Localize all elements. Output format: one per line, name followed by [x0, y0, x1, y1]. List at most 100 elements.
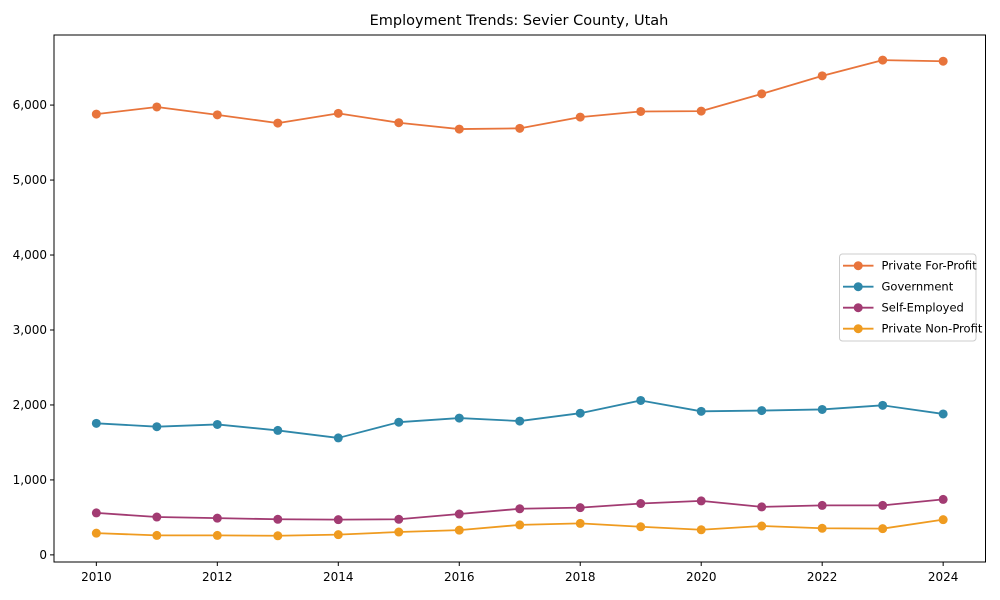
data-point-self-employed-2015 [394, 514, 404, 524]
data-point-government-2024 [938, 409, 948, 419]
data-point-self-employed-2016 [454, 509, 464, 519]
data-point-government-2014 [333, 433, 343, 443]
data-point-government-2011 [152, 422, 162, 432]
data-point-private-for-profit-2012 [212, 110, 222, 120]
data-point-government-2017 [515, 416, 525, 426]
data-point-government-2016 [454, 413, 464, 423]
legend-label: Private Non-Profit [882, 322, 983, 336]
data-point-government-2018 [575, 408, 585, 418]
data-point-self-employed-2012 [212, 513, 222, 523]
x-tick-label: 2014 [323, 570, 354, 584]
data-point-government-2015 [394, 417, 404, 427]
data-point-private-for-profit-2016 [454, 124, 464, 134]
data-point-private-for-profit-2018 [575, 112, 585, 122]
series-self-employed [91, 494, 948, 525]
data-point-self-employed-2013 [273, 514, 283, 524]
data-point-private-for-profit-2017 [515, 123, 525, 133]
plot-border [53, 34, 986, 563]
data-point-self-employed-2014 [333, 515, 343, 525]
legend-marker-self-employed-icon [853, 303, 863, 313]
legend-entry-government: Government [843, 280, 954, 294]
series-line-private-for-profit [96, 59, 944, 130]
data-point-private-for-profit-2011 [152, 102, 162, 112]
legend-marker-private-for-profit-icon [853, 261, 863, 271]
legend-entry-self-employed: Self-Employed [843, 301, 964, 315]
y-tick-label: 6,000 [13, 98, 47, 112]
data-point-private-non-profit-2024 [938, 515, 948, 525]
data-point-self-employed-2018 [575, 503, 585, 513]
legend-entry-private-non-profit: Private Non-Profit [843, 322, 983, 336]
y-tick-label: 0 [39, 548, 47, 562]
data-point-private-non-profit-2017 [515, 520, 525, 530]
data-point-private-for-profit-2010 [91, 109, 101, 119]
y-tick-label: 5,000 [13, 173, 47, 187]
legend-marker-private-non-profit-icon [853, 324, 863, 334]
chart-title: Employment Trends: Sevier County, Utah [370, 13, 669, 29]
series-government [91, 395, 948, 443]
series-private-for-profit [91, 55, 948, 134]
data-point-government-2012 [212, 419, 222, 429]
data-point-government-2023 [878, 400, 888, 410]
data-point-government-2019 [636, 395, 646, 405]
data-point-private-non-profit-2013 [273, 531, 283, 541]
data-point-private-for-profit-2022 [817, 71, 827, 81]
data-point-private-non-profit-2010 [91, 528, 101, 538]
data-point-self-employed-2022 [817, 500, 827, 510]
x-tick-label: 2016 [444, 570, 475, 584]
data-point-private-non-profit-2011 [152, 530, 162, 540]
data-point-government-2020 [696, 406, 706, 416]
data-point-private-non-profit-2020 [696, 525, 706, 535]
x-tick-label: 2018 [565, 570, 596, 584]
data-point-private-for-profit-2020 [696, 106, 706, 116]
legend-label: Self-Employed [882, 301, 964, 315]
data-point-private-for-profit-2023 [878, 55, 888, 65]
x-tick-label: 2024 [928, 570, 959, 584]
data-point-government-2010 [91, 418, 101, 428]
data-point-private-non-profit-2014 [333, 530, 343, 540]
data-point-self-employed-2011 [152, 512, 162, 522]
y-tick-label: 3,000 [13, 323, 47, 337]
data-point-private-non-profit-2018 [575, 518, 585, 528]
data-point-private-for-profit-2024 [938, 56, 948, 66]
data-point-private-non-profit-2022 [817, 523, 827, 533]
series-private-non-profit [91, 515, 948, 541]
data-point-self-employed-2010 [91, 508, 101, 518]
legend-label: Private For-Profit [882, 259, 978, 273]
y-tick-label: 4,000 [13, 248, 47, 262]
data-point-government-2021 [757, 406, 767, 416]
data-point-private-for-profit-2014 [333, 108, 343, 118]
data-point-private-non-profit-2016 [454, 525, 464, 535]
x-tick-label: 2010 [81, 570, 112, 584]
data-point-government-2013 [273, 425, 283, 435]
data-point-private-for-profit-2019 [636, 106, 646, 116]
data-point-private-non-profit-2012 [212, 530, 222, 540]
y-tick-label: 2,000 [13, 398, 47, 412]
data-point-private-for-profit-2021 [757, 89, 767, 99]
data-point-private-for-profit-2015 [394, 118, 404, 128]
data-point-self-employed-2017 [515, 504, 525, 514]
data-point-self-employed-2019 [636, 499, 646, 509]
data-point-self-employed-2023 [878, 500, 888, 510]
data-point-private-for-profit-2013 [273, 118, 283, 128]
data-point-self-employed-2020 [696, 496, 706, 506]
data-point-self-employed-2024 [938, 494, 948, 504]
legend-label: Government [882, 280, 954, 294]
x-tick-label: 2012 [202, 570, 233, 584]
legend-marker-government-icon [853, 282, 863, 292]
data-point-self-employed-2021 [757, 502, 767, 512]
y-tick-label: 1,000 [13, 473, 47, 487]
data-point-private-non-profit-2023 [878, 524, 888, 534]
x-tick-label: 2020 [686, 570, 717, 584]
data-point-private-non-profit-2021 [757, 521, 767, 531]
data-point-private-non-profit-2015 [394, 527, 404, 537]
axes: 0 1,000 2,000 3,000 4,000 5,000 6,000 2010 2012 2… [13, 98, 959, 584]
data-point-private-non-profit-2019 [636, 522, 646, 532]
legend-box [839, 253, 977, 342]
x-tick-label: 2022 [807, 570, 838, 584]
data-point-government-2022 [817, 404, 827, 414]
legend: Private For-Profit Government Self-Employe… [839, 253, 983, 342]
series-lines [91, 55, 948, 541]
legend-entry-private-for-profit: Private For-Profit [843, 259, 977, 273]
